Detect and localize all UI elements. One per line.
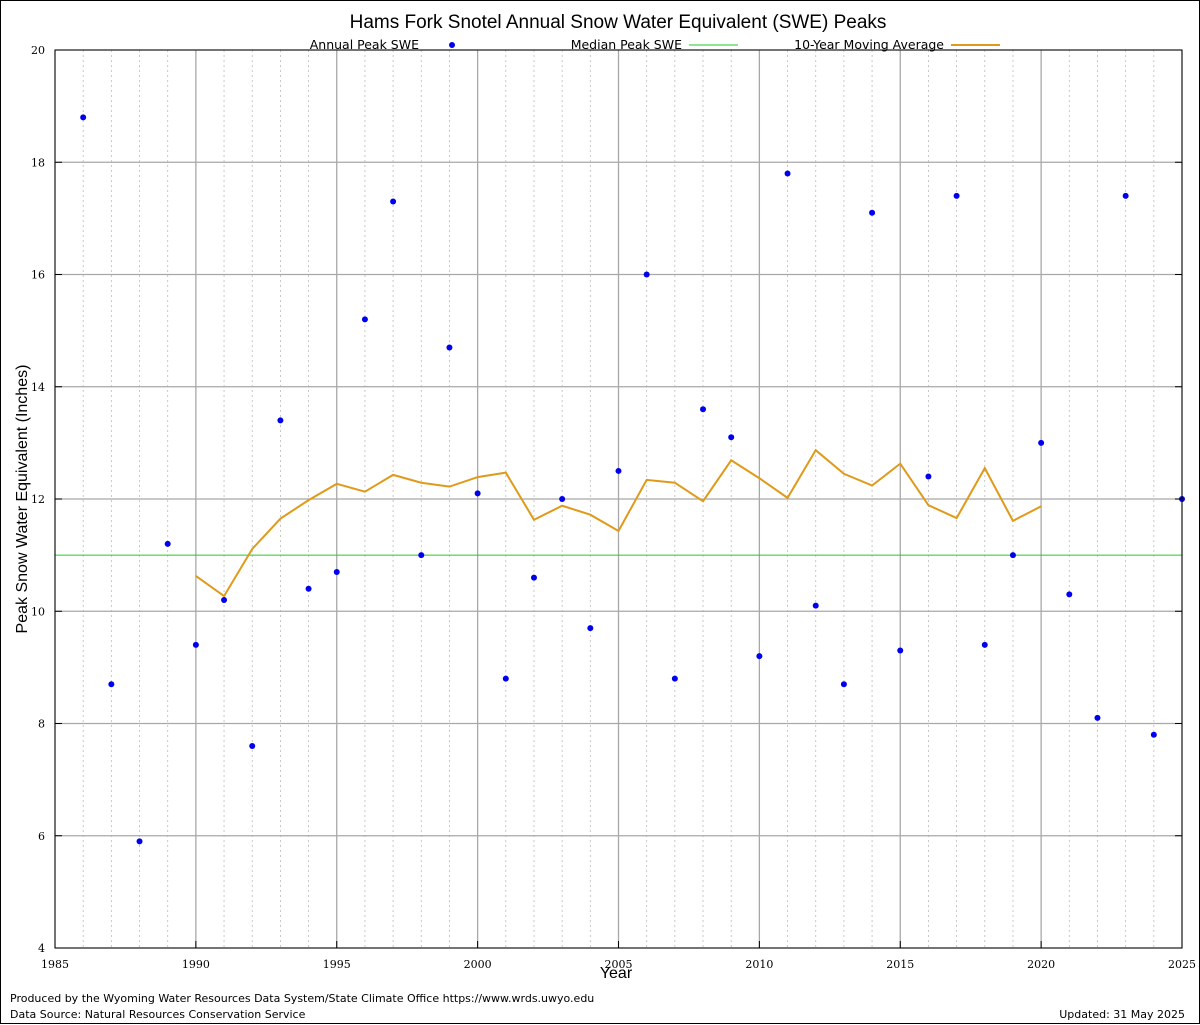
legend-label-median: Median Peak SWE — [571, 37, 682, 52]
data-point — [1038, 439, 1045, 446]
data-point — [1150, 731, 1157, 738]
data-point — [80, 114, 87, 121]
data-point — [1122, 192, 1129, 199]
y-axis-title: Peak Snow Water Equivalent (Inches) — [14, 365, 31, 634]
data-point — [164, 540, 171, 547]
moving-average-series — [195, 448, 1042, 598]
data-point — [840, 681, 847, 688]
data-point — [108, 681, 115, 688]
x-tick-label: 2010 — [745, 958, 773, 971]
data-point — [502, 675, 509, 682]
data-point — [221, 597, 228, 604]
y-tick-label: 10 — [31, 605, 45, 618]
data-point — [418, 552, 425, 559]
data-point — [925, 473, 932, 480]
x-tick-label: 1990 — [182, 958, 210, 971]
annual-peak-series — [80, 114, 1185, 845]
data-point — [530, 574, 537, 581]
y-tick-label: 4 — [38, 942, 45, 955]
legend-label-annual: Annual Peak SWE — [310, 37, 419, 52]
x-tick-label: 2005 — [605, 958, 633, 971]
data-point — [869, 209, 876, 216]
data-point — [136, 838, 143, 845]
y-tick-label: 12 — [31, 493, 45, 506]
data-point — [559, 496, 566, 502]
legend: Annual Peak SWE Median Peak SWE 10-Year Mo… — [310, 37, 1000, 52]
data-point — [277, 417, 284, 424]
y-tick-label: 14 — [31, 381, 45, 394]
y-tick-label: 8 — [38, 718, 45, 731]
data-point — [1094, 714, 1101, 721]
axis-ticks: 4 6 8 10 12 14 16 18 20 1985 1990 1995 2000 2005 2010 2… — [31, 44, 1196, 971]
data-point — [784, 170, 791, 177]
data-point — [1066, 591, 1073, 598]
data-source-line: Data Source: Natural Resources Conservat… — [10, 1008, 306, 1021]
grid — [54, 49, 1183, 949]
y-tick-label: 18 — [31, 156, 45, 169]
data-point — [981, 641, 988, 648]
data-point — [756, 653, 763, 660]
credit-line: Produced by the Wyoming Water Resources … — [10, 992, 595, 1005]
y-tick-label: 16 — [31, 269, 45, 282]
data-point — [897, 647, 904, 654]
x-tick-label: 2025 — [1168, 958, 1196, 971]
data-point — [615, 467, 622, 474]
x-axis-title: Year — [600, 965, 633, 982]
data-point — [587, 625, 594, 632]
y-tick-label: 6 — [38, 830, 45, 843]
data-point — [1009, 552, 1016, 559]
data-point — [361, 316, 368, 323]
data-point — [192, 641, 199, 648]
x-tick-label: 2015 — [886, 958, 914, 971]
y-tick-label: 20 — [31, 44, 45, 57]
chart-title: Hams Fork Snotel Annual Snow Water Equiv… — [350, 12, 887, 33]
data-point — [333, 568, 340, 575]
data-point — [812, 602, 819, 609]
updated-date: Updated: 31 May 2025 — [1059, 1008, 1185, 1021]
data-point — [305, 585, 312, 592]
data-point — [728, 434, 735, 441]
data-point — [700, 406, 707, 413]
data-point — [643, 271, 650, 278]
data-point — [953, 192, 960, 199]
data-point — [390, 198, 397, 205]
x-tick-label: 2000 — [464, 958, 492, 971]
x-tick-label: 1985 — [41, 958, 69, 971]
x-tick-label: 2020 — [1027, 958, 1055, 971]
data-point — [474, 490, 481, 497]
data-point — [446, 344, 453, 351]
legend-marker-annual — [449, 42, 455, 48]
moving-average-line — [195, 448, 1042, 598]
x-tick-label: 1995 — [323, 958, 351, 971]
legend-label-moving-average: 10-Year Moving Average — [794, 37, 944, 52]
data-point — [249, 742, 256, 749]
data-point — [671, 675, 678, 682]
